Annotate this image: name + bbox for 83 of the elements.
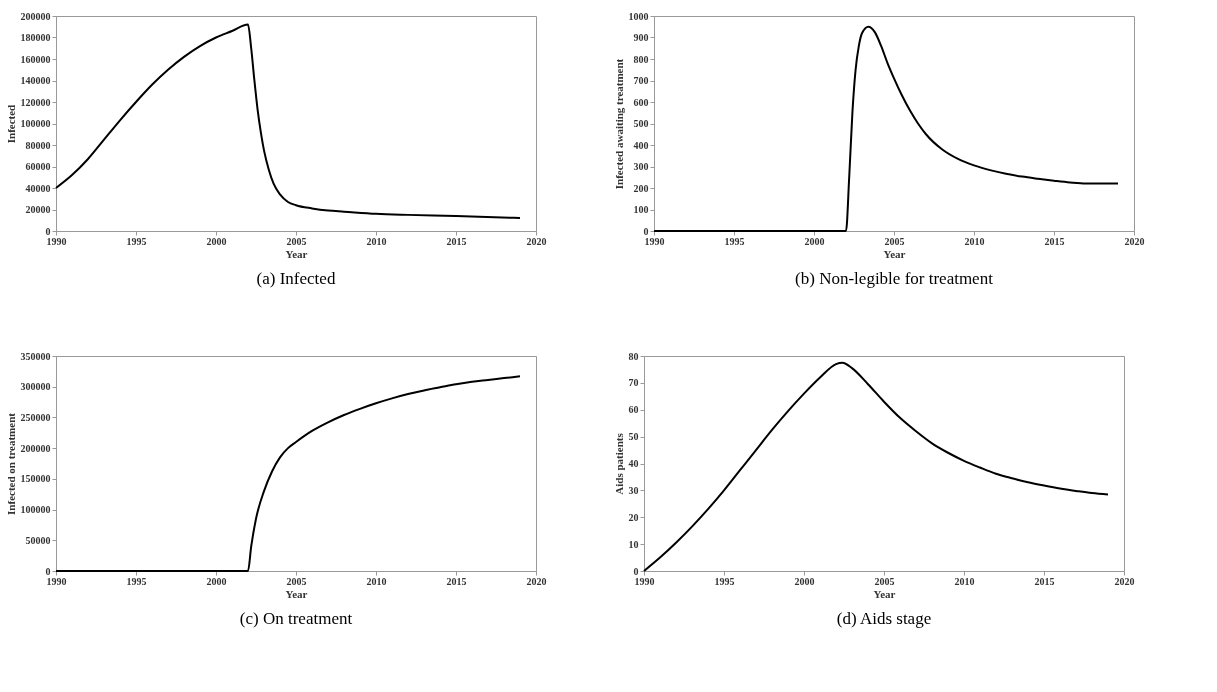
y-tick-label: 20 [628,511,639,523]
y-tick-label: 140000 [20,75,51,86]
x-axis-title: Year [883,247,906,260]
x-tick-label: 2015 [1034,575,1055,587]
y-tick-label: 0 [643,225,649,237]
y-tick-label: 200 [633,182,649,194]
y-tick-label: 80 [628,350,639,362]
x-tick-label: 2015 [1044,235,1065,247]
x-tick-label: 2000 [804,235,825,247]
x-tick-label: 1990 [46,575,67,587]
y-tick-label: 400 [633,139,649,151]
x-tick-label: 2010 [954,575,975,587]
y-tick-label: 100000 [20,118,51,129]
y-tick-label: 50 [628,431,639,443]
text: (b) Non-legible for treatment [795,269,994,288]
x-tick-label: 2005 [286,575,307,587]
y-tick-label: 800 [633,53,649,65]
y-tick-label: 60000 [25,161,51,172]
x-tick-label: 2005 [286,235,307,247]
y-tick-label: 30 [628,484,639,496]
x-tick-label: 2005 [884,235,905,247]
y-tick-label: 300 [633,161,649,172]
x-tick-label: 1990 [644,235,665,247]
y-tick-label: 40 [628,458,639,469]
x-axis-title: Year [285,587,308,600]
y-tick-label: 150000 [20,473,51,485]
y-tick-label: 180000 [20,32,51,43]
y-axis-title: Aids patients [612,432,625,495]
text: (a) Infected [256,269,336,288]
y-axis-title: Infected awaiting treatment [612,58,625,190]
y-tick-label: 10 [628,538,639,550]
x-tick-label: 1995 [714,575,735,587]
y-axis-title: Infected [4,104,17,144]
y-tick-label: 120000 [20,96,51,108]
y-tick-label: 350000 [20,350,51,362]
y-tick-label: 0 [45,225,51,237]
x-tick-label: 1995 [126,235,147,247]
y-tick-label: 40000 [25,182,51,194]
x-tick-label: 2000 [206,575,227,587]
y-tick-label: 160000 [20,53,51,65]
y-tick-label: 200000 [20,442,51,454]
x-tick-label: 2020 [1124,235,1145,247]
x-tick-label: 1995 [126,575,147,587]
x-tick-label: 1990 [634,575,655,587]
x-tick-label: 1990 [46,235,67,247]
x-axis-title: Year [285,247,308,260]
line-series [55,23,521,220]
x-tick-label: 2000 [206,235,227,247]
x-tick-label: 2015 [446,575,467,587]
line-series [55,375,521,572]
y-tick-label: 200000 [20,10,51,22]
y-tick-label: 1000 [628,10,649,22]
x-tick-label: 1995 [724,235,745,247]
x-tick-label: 2020 [526,575,547,587]
y-tick-label: 300000 [20,381,51,393]
x-tick-label: 2010 [964,235,985,247]
line-series [653,25,1119,232]
y-tick-label: 0 [45,565,51,577]
x-tick-label: 2010 [366,575,387,587]
y-axis-title: Infected on treatment [4,412,17,515]
x-tick-label: 2020 [1114,575,1135,587]
y-tick-label: 900 [633,32,649,43]
x-tick-label: 2020 [526,235,547,247]
text: (d) Aids stage [836,609,932,628]
y-tick-label: 600 [633,96,649,108]
x-tick-label: 2005 [874,575,895,587]
y-tick-label: 100000 [20,504,51,516]
x-tick-label: 2015 [446,235,467,247]
y-tick-label: 80000 [25,139,51,151]
y-tick-label: 70 [628,377,639,389]
y-tick-label: 0 [633,565,639,577]
x-axis-title: Year [873,587,896,600]
y-tick-label: 250000 [20,411,51,423]
line-series [643,361,1109,572]
x-tick-label: 2010 [366,235,387,247]
y-tick-label: 50000 [25,534,51,546]
y-tick-label: 20000 [25,204,51,215]
x-tick-label: 2000 [794,575,815,587]
y-tick-label: 60 [628,404,639,416]
y-tick-label: 500 [633,118,649,129]
text: (c) On treatment [239,609,353,628]
y-tick-label: 700 [633,75,649,86]
y-tick-label: 100 [633,204,649,215]
